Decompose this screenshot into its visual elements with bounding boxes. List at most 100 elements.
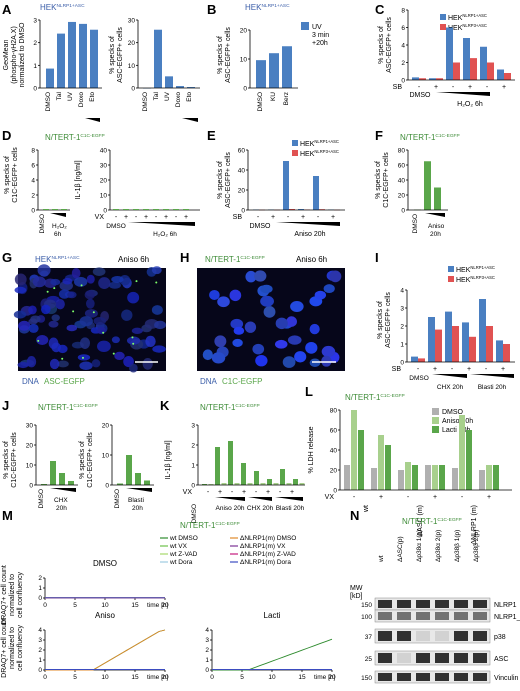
bar — [452, 468, 458, 490]
x-tick-label: 15 — [131, 602, 139, 609]
nucleus — [37, 264, 51, 277]
legend-dna: DNA — [200, 377, 218, 386]
group-label: wt — [363, 505, 370, 513]
nucleus — [26, 356, 37, 368]
sign: - — [207, 489, 210, 496]
blot-band — [435, 631, 449, 641]
y-axis-label: ASC-EGFP+ cells — [385, 292, 392, 348]
bar — [144, 480, 150, 485]
band-label: Vinculin — [494, 675, 518, 682]
blot-band — [435, 600, 449, 608]
treatment-label: Aniso 6h — [296, 255, 327, 264]
nucleus — [79, 361, 93, 370]
sign: + — [467, 366, 471, 373]
nucleus — [151, 266, 162, 275]
y-tick-label: 10 — [128, 63, 136, 70]
bar — [143, 209, 149, 210]
dose-triangle — [215, 497, 245, 501]
x-label: Aniso 20h — [216, 505, 245, 512]
sign: + — [433, 366, 437, 373]
nucleus — [287, 335, 302, 345]
nucleus — [305, 341, 318, 354]
y-tick-label: 60 — [238, 148, 246, 155]
nucleus — [62, 277, 73, 285]
panel-letter: C — [375, 2, 385, 17]
nucleus — [71, 267, 81, 279]
y-tick-label: 6 — [401, 25, 405, 32]
bar — [435, 329, 442, 362]
sign: + — [434, 84, 438, 91]
bar — [298, 209, 304, 210]
sign: + — [290, 489, 294, 496]
bar — [486, 326, 493, 362]
bar — [50, 461, 56, 485]
blot-band — [397, 600, 411, 608]
vx-label: VX — [325, 494, 335, 501]
blot-band — [378, 600, 392, 608]
y-tick-label: 10 — [240, 57, 248, 64]
y-tick-label: 2 — [191, 443, 195, 450]
speck — [102, 331, 105, 334]
nucleus — [209, 289, 220, 300]
x-tick-label: 0 — [43, 674, 47, 681]
nucleus — [66, 324, 78, 332]
speck — [132, 342, 135, 345]
nucleus — [229, 289, 242, 302]
y-tick-label: 20 — [100, 178, 108, 185]
nucleus — [121, 309, 133, 321]
nucleus — [14, 273, 27, 286]
y-axis-label: normalized to — [9, 574, 16, 616]
bar — [247, 483, 253, 485]
legend-label: UV — [312, 24, 322, 31]
x-tick-label: DMSO — [38, 489, 45, 509]
nucleus — [28, 318, 38, 325]
nucleus — [36, 335, 49, 345]
bar — [344, 465, 350, 490]
nucleus — [93, 316, 107, 326]
bar — [293, 479, 298, 485]
x-tick-label: DMSO — [257, 92, 264, 112]
y-tick-label: 3 — [191, 423, 195, 430]
subplot-title: Lacti — [264, 611, 281, 620]
sign: - — [485, 366, 488, 373]
lane-label: wt — [378, 555, 385, 563]
bar — [57, 33, 65, 88]
nucleus — [131, 327, 143, 334]
x-tick-label: DMSO — [412, 214, 419, 234]
y-tick-label: 1 — [38, 657, 42, 664]
sign: - — [451, 366, 454, 373]
y-tick-label: 40 — [238, 168, 246, 175]
blot-strip — [374, 597, 491, 611]
y-axis-label: IL-1β [ng/ml] — [75, 160, 82, 199]
nucleus — [263, 306, 276, 318]
bar — [113, 209, 119, 210]
nucleus — [58, 289, 71, 299]
bar — [503, 344, 510, 362]
x-tick-label: 20 — [161, 602, 169, 609]
legend-dna: DNA — [22, 377, 40, 386]
bar — [126, 455, 132, 485]
speck — [135, 280, 138, 283]
sign: + — [331, 214, 335, 221]
nucleus — [51, 314, 60, 322]
x-tick-label: UV — [164, 91, 171, 101]
bar — [453, 62, 460, 80]
x-tick-label: Doxo — [175, 92, 182, 108]
y-tick-label: 30 — [100, 163, 108, 170]
x-tick-label: 0 — [43, 602, 47, 609]
nucleus — [145, 335, 156, 348]
y-axis-label: DRAQ7+ cell count — [1, 565, 8, 625]
y-tick-label: 30 — [26, 423, 34, 430]
legend-swatch — [432, 408, 439, 415]
y-tick-label: 1 — [400, 342, 404, 349]
mw-mark: 25 — [365, 656, 373, 663]
band-label: NLRP1_N — [494, 614, 520, 621]
lane-label: Δp38α 2(p) — [435, 530, 442, 562]
bar — [183, 209, 189, 210]
x-tick-label: 20 — [161, 674, 169, 681]
x-axis-label: time [h] — [147, 602, 169, 609]
sign: - — [353, 494, 356, 501]
speck — [155, 281, 158, 284]
blot-band — [473, 673, 487, 681]
blot-band — [397, 612, 411, 620]
